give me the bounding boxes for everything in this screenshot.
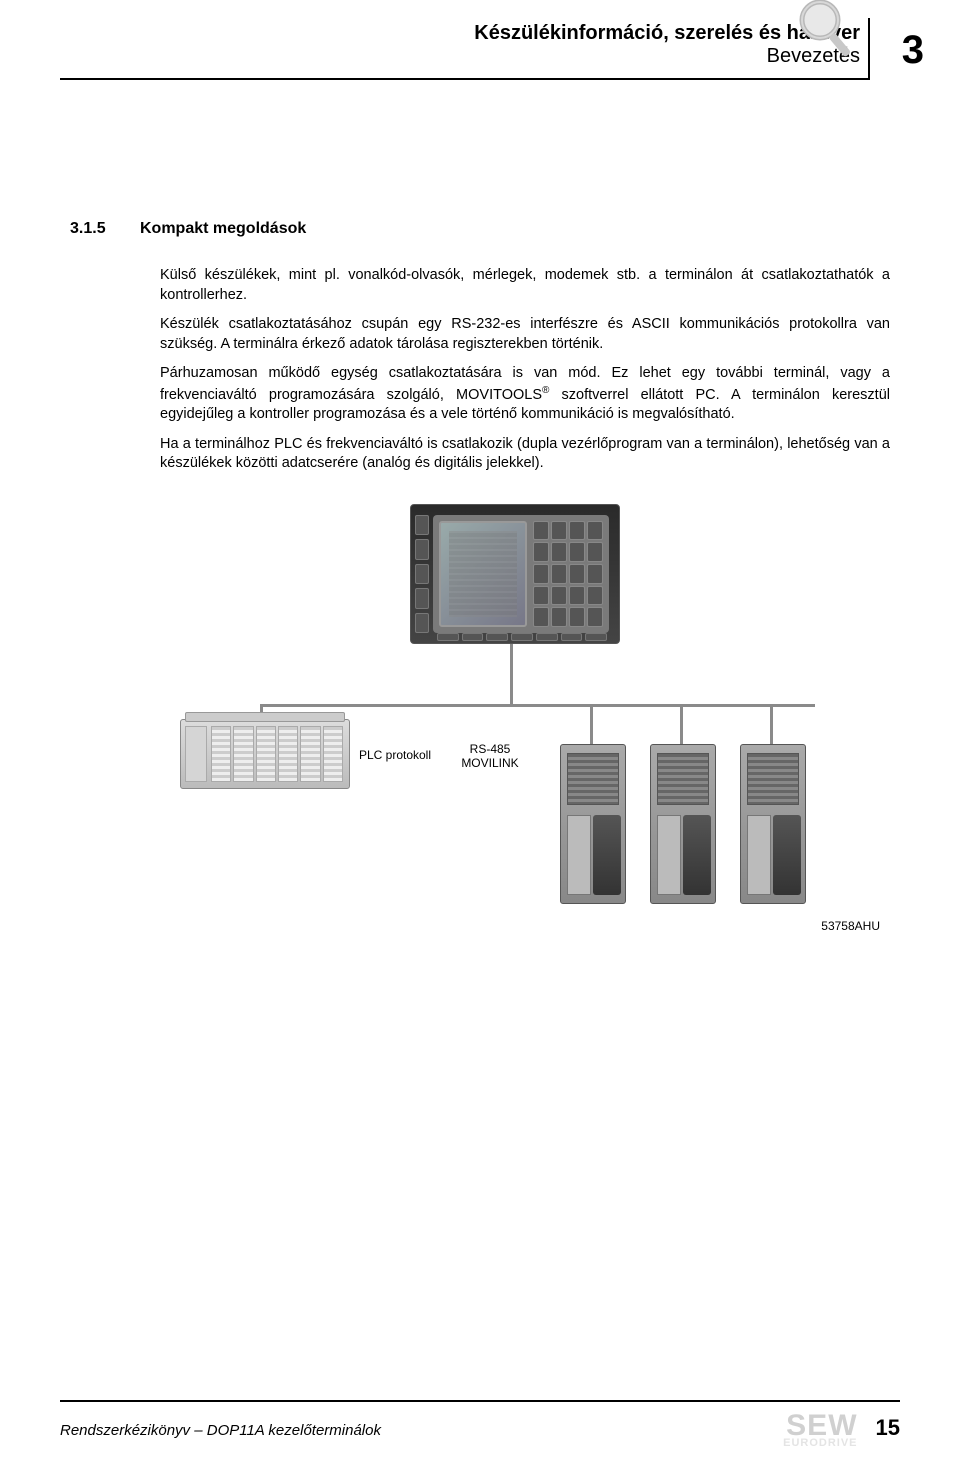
section-block: 3.1.5 Kompakt megoldások <box>0 100 960 238</box>
page-footer: Rendszerkézikönyv – DOP11A kezelőterminá… <box>60 1400 900 1449</box>
footer-right: SEW EURODRIVE 15 <box>783 1412 900 1449</box>
drive-1 <box>560 744 626 904</box>
plc-protocol-label: PLC protokoll <box>350 748 440 762</box>
footer-doc-title: Rendszerkézikönyv – DOP11A kezelőterminá… <box>60 1422 381 1439</box>
hmi-screen <box>439 521 527 627</box>
bus-label: RS-485 MOVILINK <box>450 742 530 771</box>
chapter-number: 3 <box>902 28 924 73</box>
sew-logo: SEW EURODRIVE <box>783 1412 857 1449</box>
hmi-keypad <box>533 521 603 627</box>
drive-2 <box>650 744 716 904</box>
page-number: 15 <box>876 1415 900 1441</box>
bus-drop-drive-2 <box>680 704 683 746</box>
bus-drop-drive-1 <box>590 704 593 746</box>
header-rule <box>60 78 870 80</box>
paragraph-3: Párhuzamosan működő egység csatlakoztatá… <box>160 364 890 425</box>
bus-drop-drive-3 <box>770 704 773 746</box>
paragraph-2: Készülék csatlakoztatásához csupán egy R… <box>160 315 890 354</box>
plc-device <box>180 719 350 789</box>
page-header: Készülékinformáció, szerelés és hardver … <box>0 0 960 100</box>
header-rule-vert <box>868 18 870 78</box>
magnifier-icon <box>796 0 856 66</box>
paragraph-1: Külső készülékek, mint pl. vonalkód-olva… <box>160 266 890 305</box>
diagram: PLC protokoll RS-485 MOVILINK 53758AHU <box>230 504 890 944</box>
paragraph-4: Ha a terminálhoz PLC és frekvenciaváltó … <box>160 435 890 474</box>
figure-id: 53758AHU <box>821 919 880 933</box>
section-title: Kompakt megoldások <box>140 220 306 238</box>
bus-drop-terminal <box>510 644 513 707</box>
body-text: Külső készülékek, mint pl. vonalkód-olva… <box>160 266 890 474</box>
bus-line <box>260 704 815 707</box>
hmi-terminal <box>410 504 620 644</box>
page: Készülékinformáció, szerelés és hardver … <box>0 0 960 1479</box>
section-heading-row: 3.1.5 Kompakt megoldások <box>70 220 890 238</box>
section-number: 3.1.5 <box>70 220 140 238</box>
drive-3 <box>740 744 806 904</box>
